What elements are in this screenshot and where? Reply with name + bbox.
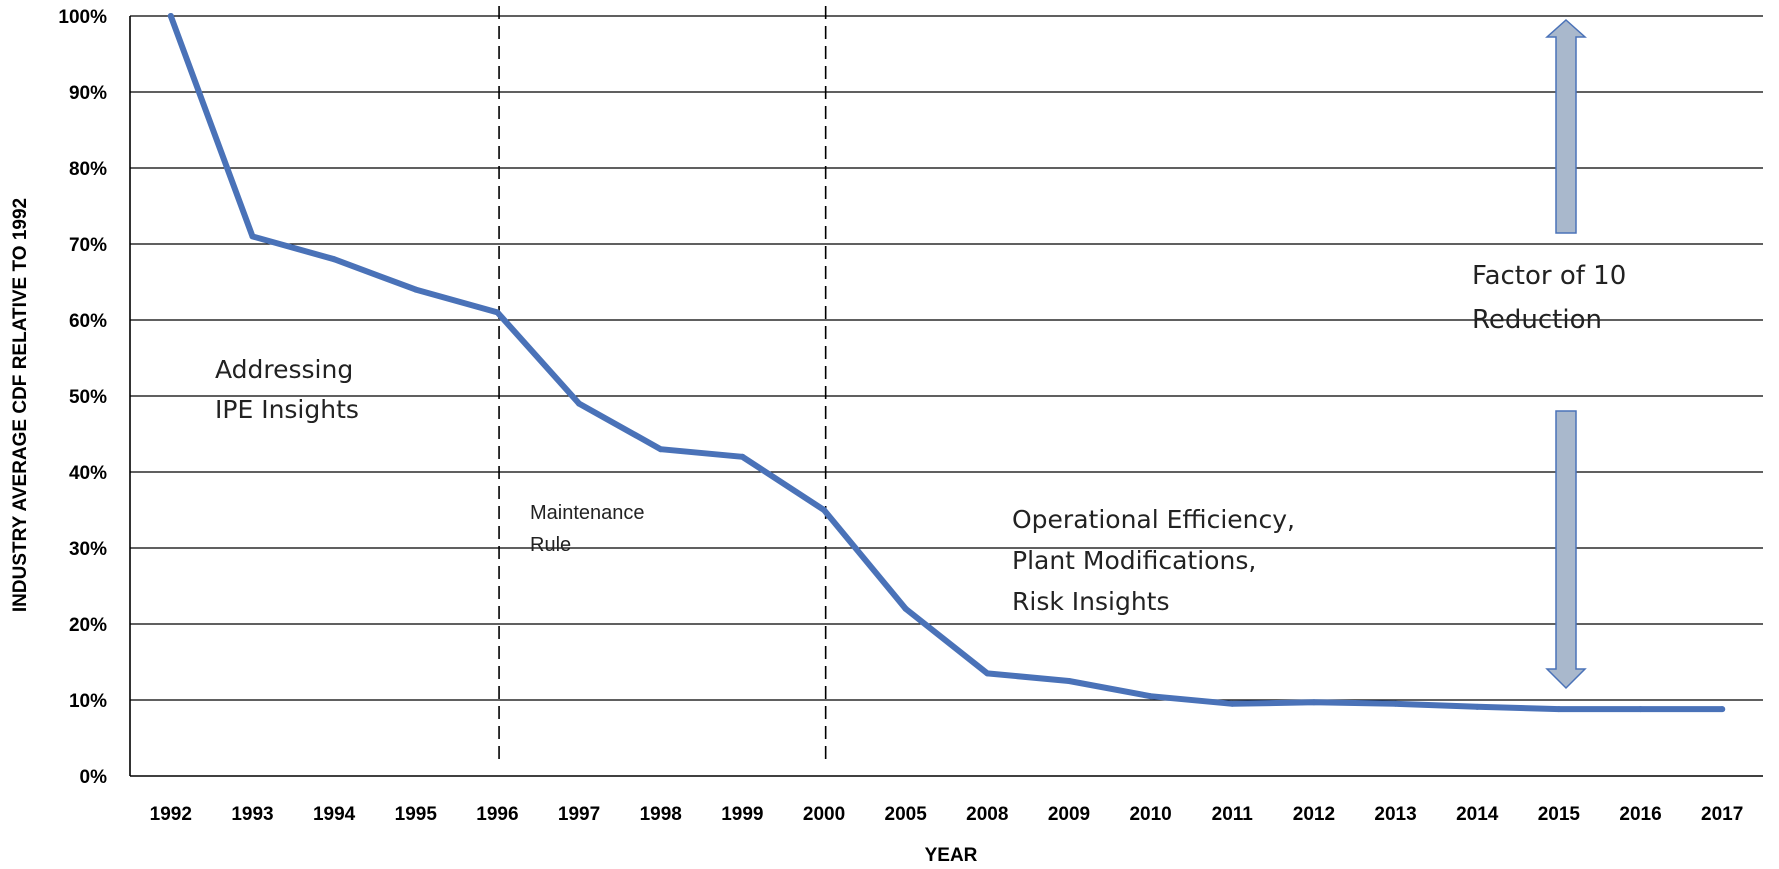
annotation-operational-line1: Operational Efficiency, bbox=[1012, 505, 1295, 534]
y-tick-label: 20% bbox=[69, 615, 107, 636]
data-point bbox=[331, 256, 338, 263]
data-point bbox=[1474, 703, 1481, 710]
x-tick-label: 1994 bbox=[313, 804, 356, 825]
x-tick-label: 1997 bbox=[558, 804, 600, 825]
data-point bbox=[1637, 706, 1644, 713]
y-axis-title: INDUSTRY AVERAGE CDF RELATIVE TO 1992 bbox=[10, 198, 31, 612]
data-point bbox=[494, 309, 501, 316]
x-tick-label: 1999 bbox=[721, 804, 763, 825]
data-point bbox=[821, 507, 828, 513]
x-tick-label: 2013 bbox=[1374, 804, 1416, 825]
x-tick-label: 2010 bbox=[1129, 804, 1171, 825]
x-tick-label: 1995 bbox=[395, 804, 438, 825]
y-tick-label: 80% bbox=[69, 159, 107, 180]
data-point bbox=[984, 670, 991, 677]
annotation-ipe-line2: IPE Insights bbox=[215, 395, 359, 424]
x-tick-label: 2011 bbox=[1212, 804, 1254, 825]
x-axis-title: YEAR bbox=[925, 845, 978, 866]
annotation-factor-line1: Factor of 10 bbox=[1472, 261, 1626, 291]
x-tick-label: 2000 bbox=[803, 804, 845, 825]
era-dividers bbox=[498, 6, 827, 762]
x-tick-label: 2017 bbox=[1701, 804, 1743, 825]
x-tick-label: 1993 bbox=[231, 804, 273, 825]
x-tick-label: 2005 bbox=[885, 804, 928, 825]
y-tick-label: 0% bbox=[80, 767, 108, 788]
data-point bbox=[167, 13, 174, 19]
series-layer bbox=[167, 13, 1726, 713]
y-tick-label: 90% bbox=[69, 83, 107, 104]
y-tick-label: 50% bbox=[69, 387, 107, 408]
y-tick-label: 40% bbox=[69, 463, 107, 484]
y-tick-label: 100% bbox=[58, 7, 107, 28]
annotation-ipe-line1: Addressing bbox=[215, 355, 353, 384]
x-axis-ticks: 1992 1993 1994 1995 1996 1997 1998 1999 2000 2005… bbox=[150, 804, 1744, 825]
data-point bbox=[1147, 693, 1154, 700]
data-point bbox=[657, 446, 664, 453]
annotation-maintenance-line1: Maintenance bbox=[530, 502, 645, 524]
data-point bbox=[1229, 700, 1236, 707]
x-tick-label: 1996 bbox=[476, 804, 518, 825]
annotation-operational-line3: Risk Insights bbox=[1012, 587, 1170, 616]
annotation-factor-line2: Reduction bbox=[1472, 305, 1602, 335]
x-tick-label: 2016 bbox=[1619, 804, 1661, 825]
x-tick-label: 2012 bbox=[1293, 804, 1335, 825]
series-line bbox=[167, 13, 1726, 713]
arrow-down bbox=[1545, 410, 1587, 690]
data-point bbox=[576, 400, 583, 407]
y-tick-label: 70% bbox=[69, 235, 107, 256]
data-point bbox=[739, 453, 746, 460]
x-tick-label: 2015 bbox=[1538, 804, 1581, 825]
grid-lines bbox=[129, 15, 1763, 777]
y-tick-label: 10% bbox=[69, 691, 107, 712]
annotation-operational-line2: Plant Modifications, bbox=[1012, 546, 1256, 575]
data-point bbox=[1719, 706, 1726, 713]
data-point bbox=[1310, 699, 1317, 706]
x-tick-label: 1998 bbox=[640, 804, 682, 825]
data-point bbox=[1392, 700, 1399, 707]
data-point bbox=[412, 286, 419, 293]
data-point bbox=[249, 233, 256, 240]
x-tick-label: 2009 bbox=[1048, 804, 1090, 825]
factor-arrows bbox=[1545, 18, 1587, 690]
data-point bbox=[1065, 678, 1072, 684]
y-tick-label: 60% bbox=[69, 311, 107, 332]
x-tick-label: 2014 bbox=[1456, 804, 1499, 825]
annotation-maintenance-line2: Rule bbox=[530, 534, 571, 556]
y-axis-ticks: 0% 10% 20% 30% 40% 50% 60% 70% 80% 90% 100% bbox=[58, 7, 107, 788]
data-point bbox=[902, 605, 909, 612]
x-tick-label: 1992 bbox=[150, 804, 192, 825]
arrow-up bbox=[1545, 18, 1587, 234]
data-point bbox=[1555, 706, 1562, 713]
x-tick-label: 2008 bbox=[966, 804, 1008, 825]
y-tick-label: 30% bbox=[69, 539, 107, 560]
